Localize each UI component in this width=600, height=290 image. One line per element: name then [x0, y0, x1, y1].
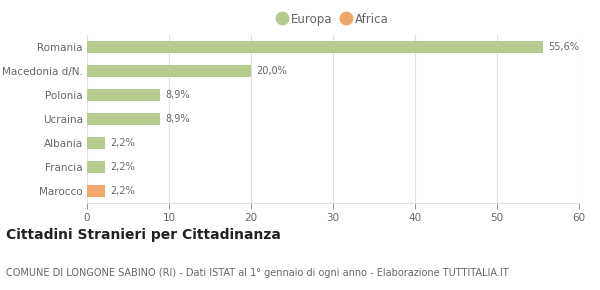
- Bar: [87, 161, 105, 173]
- Text: Cittadini Stranieri per Cittadinanza: Cittadini Stranieri per Cittadinanza: [6, 228, 281, 242]
- Bar: [87, 185, 105, 197]
- Bar: [87, 89, 160, 101]
- Bar: [87, 113, 160, 125]
- Bar: [87, 41, 543, 53]
- Legend: Europa, Africa: Europa, Africa: [278, 12, 388, 26]
- Text: 20,0%: 20,0%: [256, 66, 287, 76]
- Text: 55,6%: 55,6%: [548, 42, 579, 52]
- Bar: [87, 137, 105, 149]
- Text: 8,9%: 8,9%: [165, 114, 190, 124]
- Text: COMUNE DI LONGONE SABINO (RI) - Dati ISTAT al 1° gennaio di ogni anno - Elaboraz: COMUNE DI LONGONE SABINO (RI) - Dati IST…: [6, 267, 509, 278]
- Bar: [87, 65, 251, 77]
- Text: 2,2%: 2,2%: [110, 138, 135, 148]
- Text: 2,2%: 2,2%: [110, 186, 135, 196]
- Text: 8,9%: 8,9%: [165, 90, 190, 100]
- Text: 2,2%: 2,2%: [110, 162, 135, 172]
